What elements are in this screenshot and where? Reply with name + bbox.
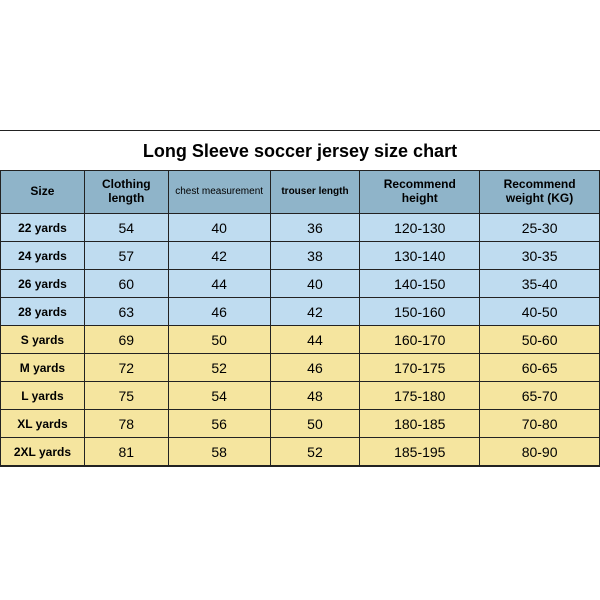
- table-row: 26 yards604440140-15035-40: [1, 270, 600, 298]
- cell-value: 170-175: [360, 354, 480, 382]
- cell-value: 38: [270, 242, 360, 270]
- cell-size: XL yards: [1, 410, 85, 438]
- table-row: XL yards785650180-18570-80: [1, 410, 600, 438]
- cell-value: 75: [84, 382, 168, 410]
- size-table: Size Clothing length chest measurement t…: [0, 171, 600, 466]
- cell-value: 140-150: [360, 270, 480, 298]
- cell-value: 40-50: [480, 298, 600, 326]
- cell-size: L yards: [1, 382, 85, 410]
- cell-value: 65-70: [480, 382, 600, 410]
- cell-value: 150-160: [360, 298, 480, 326]
- col-recommend-height: Recommend height: [360, 171, 480, 214]
- cell-value: 46: [270, 354, 360, 382]
- cell-size: M yards: [1, 354, 85, 382]
- cell-value: 70-80: [480, 410, 600, 438]
- col-recommend-weight: Recommend weight (KG): [480, 171, 600, 214]
- cell-value: 25-30: [480, 214, 600, 242]
- cell-value: 50: [168, 326, 270, 354]
- table-header: Size Clothing length chest measurement t…: [1, 171, 600, 214]
- cell-size: S yards: [1, 326, 85, 354]
- cell-value: 46: [168, 298, 270, 326]
- cell-value: 58: [168, 438, 270, 466]
- cell-value: 72: [84, 354, 168, 382]
- table-row: S yards695044160-17050-60: [1, 326, 600, 354]
- cell-value: 42: [168, 242, 270, 270]
- cell-value: 42: [270, 298, 360, 326]
- cell-size: 26 yards: [1, 270, 85, 298]
- col-trouser-length: trouser length: [270, 171, 360, 214]
- size-chart-image: Long Sleeve soccer jersey size chart Siz…: [0, 0, 600, 600]
- cell-size: 2XL yards: [1, 438, 85, 466]
- cell-value: 57: [84, 242, 168, 270]
- cell-value: 81: [84, 438, 168, 466]
- cell-value: 60-65: [480, 354, 600, 382]
- cell-value: 52: [270, 438, 360, 466]
- cell-value: 185-195: [360, 438, 480, 466]
- cell-value: 78: [84, 410, 168, 438]
- cell-value: 80-90: [480, 438, 600, 466]
- table-row: M yards725246170-17560-65: [1, 354, 600, 382]
- cell-value: 30-35: [480, 242, 600, 270]
- cell-value: 130-140: [360, 242, 480, 270]
- cell-value: 52: [168, 354, 270, 382]
- cell-value: 35-40: [480, 270, 600, 298]
- col-size: Size: [1, 171, 85, 214]
- cell-value: 180-185: [360, 410, 480, 438]
- chart-title: Long Sleeve soccer jersey size chart: [0, 131, 600, 171]
- cell-size: 28 yards: [1, 298, 85, 326]
- cell-value: 56: [168, 410, 270, 438]
- size-chart: Long Sleeve soccer jersey size chart Siz…: [0, 130, 600, 467]
- col-clothing-length: Clothing length: [84, 171, 168, 214]
- cell-value: 50: [270, 410, 360, 438]
- cell-value: 44: [168, 270, 270, 298]
- table-row: 24 yards574238130-14030-35: [1, 242, 600, 270]
- cell-value: 54: [168, 382, 270, 410]
- col-chest: chest measurement: [168, 171, 270, 214]
- cell-value: 40: [168, 214, 270, 242]
- cell-size: 22 yards: [1, 214, 85, 242]
- table-row: 22 yards544036120-13025-30: [1, 214, 600, 242]
- table-row: 28 yards634642150-16040-50: [1, 298, 600, 326]
- cell-value: 160-170: [360, 326, 480, 354]
- cell-value: 44: [270, 326, 360, 354]
- cell-value: 120-130: [360, 214, 480, 242]
- cell-value: 63: [84, 298, 168, 326]
- cell-value: 175-180: [360, 382, 480, 410]
- table-row: L yards755448175-18065-70: [1, 382, 600, 410]
- cell-value: 40: [270, 270, 360, 298]
- cell-value: 48: [270, 382, 360, 410]
- cell-size: 24 yards: [1, 242, 85, 270]
- cell-value: 36: [270, 214, 360, 242]
- cell-value: 60: [84, 270, 168, 298]
- cell-value: 54: [84, 214, 168, 242]
- cell-value: 50-60: [480, 326, 600, 354]
- table-row: 2XL yards815852185-19580-90: [1, 438, 600, 466]
- cell-value: 69: [84, 326, 168, 354]
- table-body: 22 yards544036120-13025-3024 yards574238…: [1, 214, 600, 466]
